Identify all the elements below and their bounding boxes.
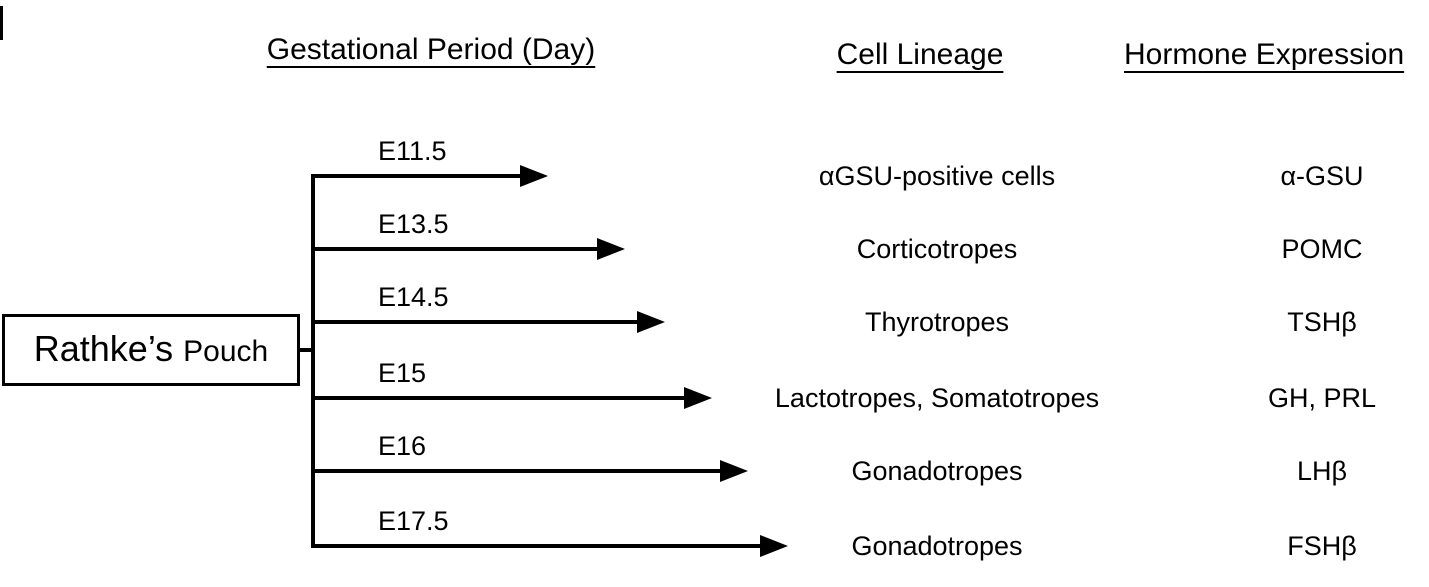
left-edge-mark — [0, 6, 3, 40]
column-header-gestational-period: Gestational Period (Day) — [266, 33, 596, 66]
cell-lineage-label: αGSU-positive cells — [818, 161, 1056, 191]
gestational-day-label: E17.5 — [378, 506, 449, 536]
hormone-label: POMC — [1281, 234, 1363, 264]
hormone-label: TSHβ — [1287, 307, 1357, 337]
cell-lineage-label: Gonadotropes — [851, 456, 1023, 486]
rathkes-pouch-box: Rathke’s Pouch — [2, 314, 300, 386]
cell-lineage-label: Lactotropes, Somatotropes — [774, 383, 1100, 413]
gestational-day-label: E14.5 — [378, 282, 449, 312]
cell-lineage-label: Gonadotropes — [851, 531, 1023, 561]
gestational-day-label: E15 — [378, 358, 427, 388]
column-header-hormone-expression: Hormone Expression — [1124, 38, 1405, 71]
cell-lineage-label: Corticotropes — [856, 234, 1018, 264]
gestational-day-label: E16 — [378, 431, 427, 461]
gestational-day-label: E13.5 — [378, 209, 449, 239]
hormone-label: FSHβ — [1287, 531, 1357, 561]
gestational-day-label: E11.5 — [378, 136, 447, 166]
rathkes-pouch-label-secondary: Pouch — [183, 335, 269, 368]
hormone-label: LHβ — [1296, 456, 1348, 486]
rathkes-pouch-label-primary: Rathke’s — [33, 328, 174, 369]
column-header-cell-lineage: Cell Lineage — [836, 38, 1004, 71]
hormone-label: GH, PRL — [1267, 383, 1377, 413]
hormone-label: α-GSU — [1280, 161, 1364, 191]
cell-lineage-label: Thyrotropes — [864, 307, 1010, 337]
